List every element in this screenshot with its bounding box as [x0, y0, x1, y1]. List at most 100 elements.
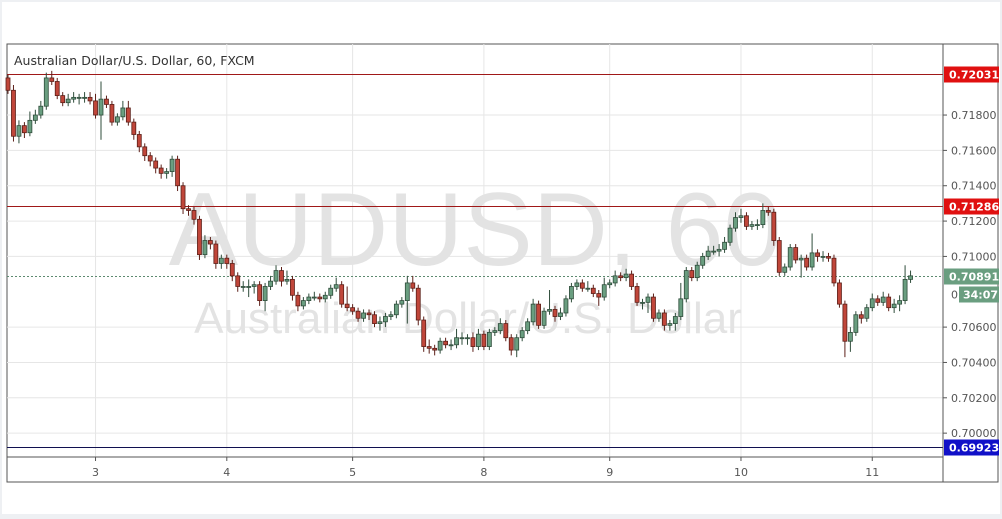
- candle: [16, 120, 22, 144]
- y-tick-label: 0.70600: [951, 321, 997, 334]
- candle: [153, 157, 159, 174]
- candle: [300, 297, 306, 310]
- current-price-label: 0.70891: [949, 271, 999, 284]
- candle-body: [744, 215, 749, 227]
- candle: [574, 279, 580, 290]
- candle-body: [601, 284, 607, 298]
- candle-body: [760, 210, 766, 226]
- candle: [847, 327, 853, 352]
- x-tick-label: 10: [734, 466, 748, 479]
- candle-body: [678, 298, 684, 317]
- x-tick-label: 8: [480, 466, 487, 479]
- candle-body: [54, 81, 60, 97]
- candle: [246, 279, 252, 298]
- candle: [798, 254, 804, 278]
- candle: [262, 282, 268, 312]
- candle: [809, 233, 815, 271]
- level-price-label-bg: [944, 198, 999, 215]
- candle: [662, 309, 667, 331]
- candle: [470, 332, 476, 352]
- candle: [131, 118, 137, 140]
- candle: [71, 92, 77, 103]
- candle: [317, 293, 323, 303]
- candle: [383, 312, 388, 328]
- candle-body: [787, 247, 793, 268]
- candle: [115, 113, 120, 126]
- candle-body: [864, 307, 870, 319]
- candle-body: [339, 284, 345, 305]
- candle: [722, 236, 727, 253]
- candle-body: [853, 314, 859, 333]
- candle: [98, 81, 104, 140]
- candle-body: [142, 146, 148, 157]
- candle: [393, 300, 399, 319]
- candle-body: [689, 270, 695, 279]
- candle-body: [202, 240, 208, 256]
- candle-body: [651, 296, 656, 319]
- candle: [771, 208, 777, 246]
- candle-body: [590, 287, 596, 294]
- candle-body: [229, 263, 235, 277]
- y-tick-label: 0.71800: [951, 109, 997, 122]
- candle-body: [279, 270, 284, 282]
- candle: [492, 327, 498, 336]
- candle-body: [667, 323, 673, 326]
- candle-body: [875, 298, 881, 303]
- y-tick-label: 0.71000: [951, 250, 997, 263]
- candle: [350, 304, 356, 315]
- candle-body: [136, 134, 142, 148]
- candle: [93, 93, 98, 119]
- candle-body: [218, 257, 224, 264]
- candle: [902, 265, 908, 305]
- candle: [459, 332, 465, 345]
- candle: [147, 152, 153, 167]
- candle-body: [49, 77, 55, 82]
- candle: [601, 277, 607, 301]
- candle: [104, 95, 109, 108]
- candle-body: [186, 208, 191, 211]
- candle: [607, 279, 613, 289]
- candle-body: [541, 310, 547, 326]
- candle: [711, 245, 717, 255]
- level-price-label: 0.69923: [949, 442, 999, 455]
- candle: [465, 334, 470, 345]
- candle-body: [415, 287, 421, 321]
- candle-body: [104, 98, 109, 105]
- candle-body: [722, 241, 727, 250]
- candle: [5, 74, 11, 94]
- candle-body: [459, 337, 465, 340]
- candle: [738, 208, 744, 223]
- candle-body: [514, 337, 520, 351]
- level-price-label: 0.71286: [949, 201, 999, 214]
- candle-body: [328, 287, 334, 296]
- candle-body: [880, 296, 886, 303]
- candle-body: [82, 96, 87, 99]
- candle-body: [295, 294, 301, 307]
- candle: [842, 300, 848, 358]
- candle-body: [410, 282, 416, 289]
- candle: [651, 293, 656, 322]
- candle: [175, 155, 180, 192]
- candle: [197, 215, 202, 260]
- candle: [257, 281, 263, 306]
- candle-body: [842, 303, 848, 342]
- candle-body: [908, 275, 913, 280]
- candle-body: [569, 286, 574, 300]
- candle-body: [826, 256, 831, 259]
- candle-body: [596, 293, 602, 298]
- candle: [700, 252, 706, 269]
- candle-body: [115, 116, 120, 123]
- candle: [415, 284, 421, 326]
- candle-body: [634, 286, 640, 303]
- candle: [355, 307, 361, 322]
- candle-body: [640, 301, 645, 304]
- candle: [279, 267, 284, 287]
- candle: [218, 254, 224, 269]
- candle: [136, 130, 142, 153]
- candle: [563, 295, 569, 317]
- level-price-label: 0.72031: [949, 69, 999, 82]
- candle-body: [733, 217, 738, 229]
- candle-body: [125, 107, 131, 123]
- candle-body: [536, 303, 541, 326]
